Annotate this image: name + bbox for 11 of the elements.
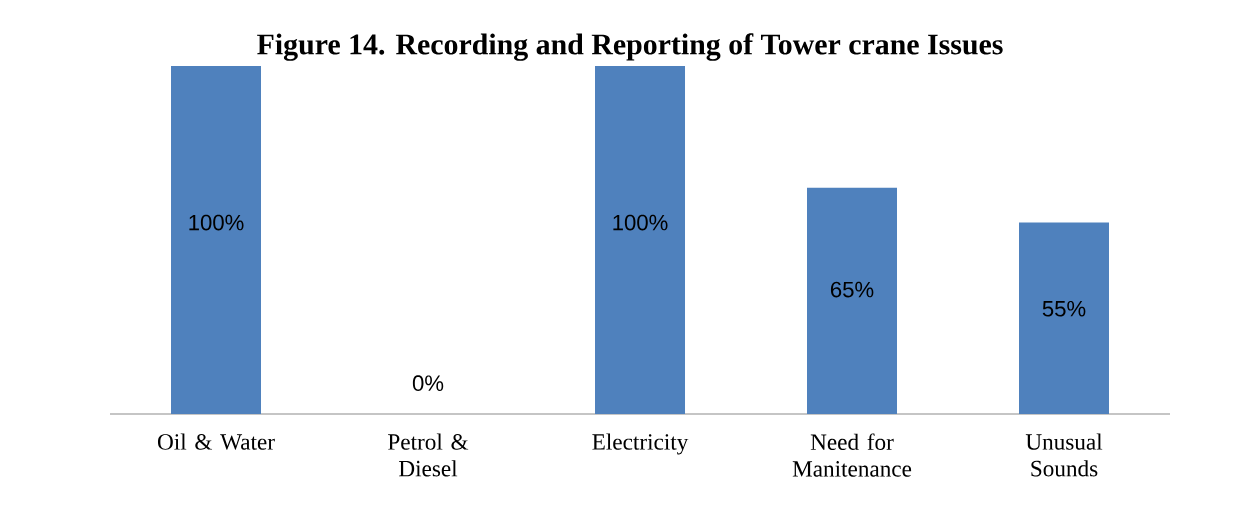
- data-label: 100%: [613, 214, 668, 231]
- x-tick-label: Petrol & Diesel: [388, 433, 469, 477]
- data-label: 65%: [830, 281, 874, 298]
- data-label: 0%: [412, 375, 444, 392]
- data-label: 55%: [1042, 300, 1086, 317]
- x-tick-label: Oil & Water: [157, 433, 275, 450]
- data-label: 100%: [189, 214, 244, 231]
- x-tick-label: Need for Manitenance: [792, 433, 912, 477]
- x-tick-label: Unusual Sounds: [1025, 433, 1103, 477]
- x-tick-label: Electricity: [592, 433, 689, 455]
- chart-title: Figure 14. Recording and Reporting of Tower crane Issues: [257, 33, 1003, 61]
